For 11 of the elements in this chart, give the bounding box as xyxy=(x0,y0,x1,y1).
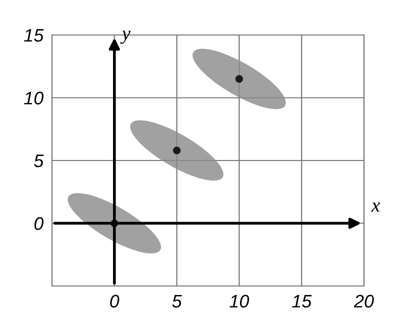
x-tick-label: 5 xyxy=(172,294,182,308)
y-tick-label: 10 xyxy=(24,92,44,104)
y-axis-title: y xyxy=(120,30,131,44)
x-axis-title: x xyxy=(371,202,380,212)
y-tick-label: 5 xyxy=(34,154,44,168)
x-tick-label: 0 xyxy=(110,294,120,308)
x-tick-label: 20 xyxy=(354,294,374,308)
x-tick-label: 10 xyxy=(230,294,250,308)
x-tick-label: 15 xyxy=(292,294,312,308)
y-tick-label: 15 xyxy=(24,29,44,42)
y-tick-label: 0 xyxy=(34,217,44,230)
